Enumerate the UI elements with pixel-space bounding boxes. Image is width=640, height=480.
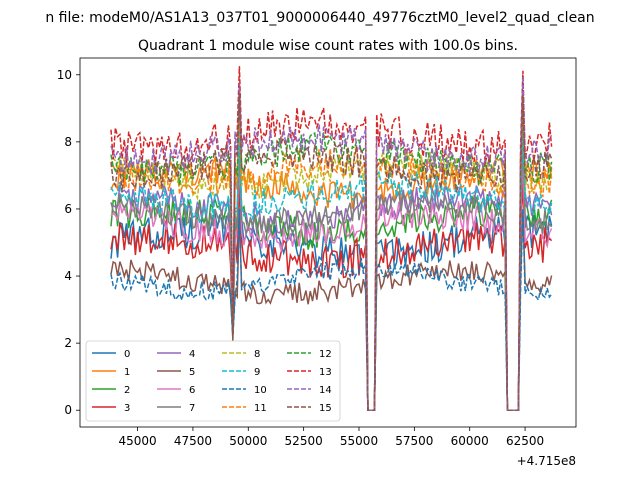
x-tick-label: 62500 <box>506 434 544 448</box>
series-line-9 <box>110 122 553 411</box>
y-axis: 0 2 4 6 8 10 <box>57 68 80 417</box>
chart-suptitle: n file: modeM0/AS1A13_037T01_9000006440_… <box>45 10 594 26</box>
series-line-0 <box>110 170 553 411</box>
series-line-15 <box>110 94 553 411</box>
series-line-3 <box>110 181 553 411</box>
x-offset-label: +4.715e8 <box>517 454 576 468</box>
legend-label-9: 9 <box>254 367 260 378</box>
legend-label-6: 6 <box>189 385 195 396</box>
series-line-14 <box>110 76 553 411</box>
x-axis: 45000 47500 50000 52500 55000 57500 60000 62500 <box>118 427 544 448</box>
legend-label-14: 14 <box>319 385 332 396</box>
plot-frame <box>79 57 577 428</box>
legend-label-2: 2 <box>124 385 130 396</box>
y-tick-label: 6 <box>64 202 72 216</box>
plot-lines <box>110 66 553 411</box>
legend-label-7: 7 <box>189 403 195 414</box>
y-tick-label: 2 <box>64 336 72 350</box>
legend-label-1: 1 <box>124 367 130 378</box>
legend-label-13: 13 <box>319 367 332 378</box>
x-tick-label: 52500 <box>285 434 323 448</box>
legend-label-12: 12 <box>319 349 332 360</box>
series-line-10 <box>110 208 553 411</box>
series-line-12 <box>110 85 553 411</box>
legend-label-3: 3 <box>124 403 130 414</box>
y-tick-label: 4 <box>64 269 72 283</box>
series-line-13 <box>110 66 553 411</box>
legend-label-0: 0 <box>124 349 130 360</box>
y-tick-label: 8 <box>64 135 72 149</box>
legend-label-15: 15 <box>319 403 332 414</box>
legend-label-5: 5 <box>189 367 195 378</box>
x-tick-label: 47500 <box>174 434 212 448</box>
x-tick-label: 60000 <box>451 434 489 448</box>
y-tick-label: 10 <box>57 68 72 82</box>
legend-box <box>85 340 341 422</box>
x-tick-label: 50000 <box>229 434 267 448</box>
series-line-7 <box>110 139 553 411</box>
x-tick-label: 45000 <box>118 434 156 448</box>
legend-label-11: 11 <box>254 403 267 414</box>
chart-title: Quadrant 1 module wise count rates with … <box>138 38 518 54</box>
legend-label-4: 4 <box>189 349 195 360</box>
legend-label-8: 8 <box>254 349 260 360</box>
x-tick-label: 55000 <box>340 434 378 448</box>
y-tick-label: 0 <box>64 403 72 417</box>
legend-label-10: 10 <box>254 385 267 396</box>
x-tick-label: 57500 <box>395 434 433 448</box>
